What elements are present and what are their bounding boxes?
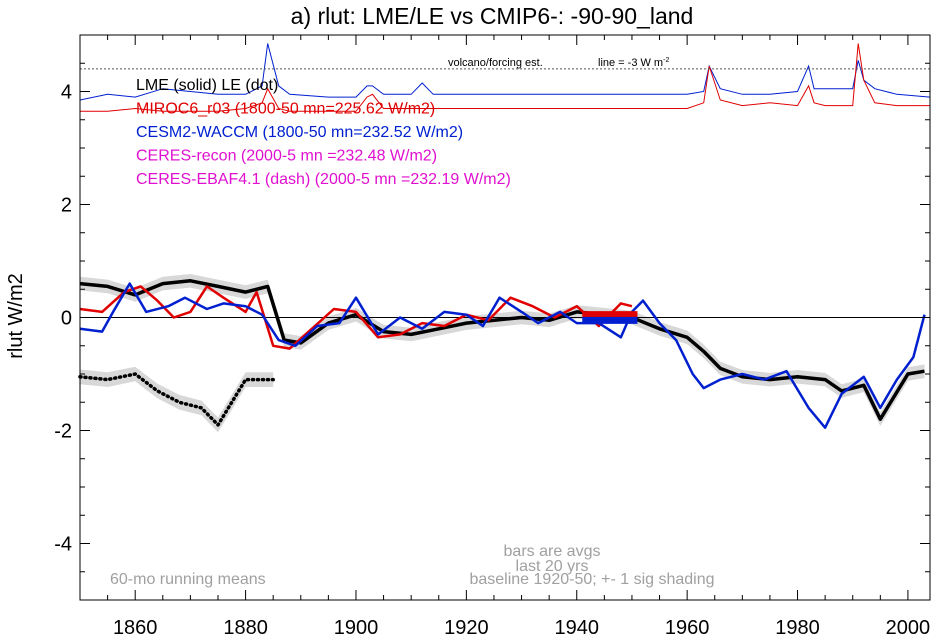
y-tick-label: 0 — [61, 308, 72, 330]
y-tick-label: -2 — [54, 421, 72, 443]
uncertainty-shading — [80, 274, 925, 426]
legend-entry: CERES-EBAF4.1 (dash) (2000-5 mn =232.19 … — [136, 171, 511, 188]
x-tick-label: 1960 — [665, 617, 710, 639]
x-tick-label: 1980 — [775, 617, 820, 639]
x-tick-label: 2000 — [886, 617, 931, 639]
line-note-annotation: line = -3 W m-2 — [598, 57, 669, 69]
y-axis: -4 -2 0 2 4 — [54, 34, 930, 601]
bars-annotation-line1: bars are avgs — [504, 543, 601, 560]
series-line — [79, 279, 925, 421]
chart-title: a) rlut: LME/LE vs CMIP6-: -90-90_land — [291, 3, 694, 29]
series-layer — [78, 279, 926, 429]
volcano-annotation: volcano/forcing est. — [448, 57, 543, 69]
x-tick-label: 1860 — [113, 617, 158, 639]
line-note-superscript: -2 — [663, 57, 669, 64]
series-line — [79, 282, 926, 429]
series-line — [78, 372, 275, 427]
y-tick-label: 2 — [61, 195, 72, 217]
x-tick-label: 1920 — [444, 617, 489, 639]
bars-layer — [582, 311, 638, 324]
legend-entry: CERES-recon (2000-5 mn =232.48 W/m2) — [136, 148, 437, 165]
series-line — [79, 285, 633, 350]
line-note-text: line = -3 W m — [598, 57, 663, 69]
legend: LME (solid) LE (dot) MIROC6_r03 (1800-50 … — [136, 77, 511, 188]
x-tick-label: 1940 — [555, 617, 600, 639]
shading-layer — [80, 274, 925, 433]
forcing-line — [80, 43, 930, 112]
forcing-layer — [79, 43, 931, 112]
x-tick-label: 1900 — [334, 617, 379, 639]
baseline-annotation: baseline 1920-50; +- 1 sig shading — [469, 571, 714, 588]
y-axis-label: rlut W/m2 — [5, 273, 27, 359]
forcing-line — [79, 43, 931, 101]
y-tick-label: -4 — [54, 534, 72, 556]
bottom-left-annotation: 60-mo running means — [110, 571, 266, 588]
x-axis: 1860 1880 1900 1920 1940 1960 1980 2000 — [79, 35, 931, 639]
x-tick-label: 1880 — [223, 617, 268, 639]
legend-entry: MIROC6_r03 (1800-50 mn=225.62 W/m2) — [136, 101, 435, 118]
legend-entry: LME (solid) LE (dot) — [136, 77, 278, 94]
legend-entry: CESM2-WACCM (1800-50 mn=232.52 W/m2) — [136, 124, 463, 141]
bars-annotation-line2: last 20 yrs — [516, 558, 589, 575]
y-tick-label: 4 — [61, 82, 72, 104]
